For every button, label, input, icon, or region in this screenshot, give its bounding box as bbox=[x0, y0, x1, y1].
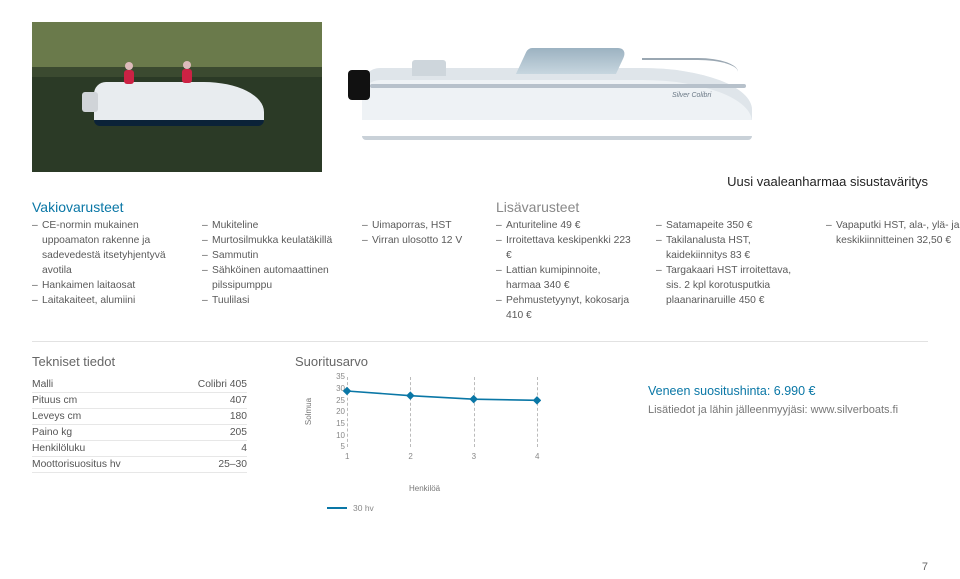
legend-label: 30 hv bbox=[353, 503, 374, 513]
equipment-column: Anturiteline 49 €Irroitettava keskipenkk… bbox=[496, 219, 636, 323]
equipment-item: Anturiteline 49 € bbox=[496, 219, 636, 234]
price-text: Veneen suositushinta: 6.990 € bbox=[648, 384, 928, 398]
equipment-item: Virran ulosotto 12 V bbox=[362, 234, 470, 249]
chart-legend: 30 hv bbox=[327, 503, 555, 513]
equipment-column: Vapaputki HST, ala-, ylä- ja keskikiinni… bbox=[826, 219, 960, 323]
tech-row: MalliColibri 405 bbox=[32, 377, 247, 393]
equipment-item: CE-normin mukainen uppoamaton rakenne ja… bbox=[32, 219, 182, 279]
equipment-column: MukitelineMurtosilmukka keulatäkilläSamm… bbox=[202, 219, 342, 309]
chart-line bbox=[331, 377, 541, 457]
equipment-item: Laitakaiteet, alumiini bbox=[32, 294, 182, 309]
standard-equipment-block: Vakiovarusteet CE-normin mukainen uppoam… bbox=[32, 195, 470, 323]
equipment-item: Uimaporras, HST bbox=[362, 219, 470, 234]
equipment-item: Targakaari HST irroitettava, sis. 2 kpl … bbox=[656, 264, 806, 309]
tech-heading: Tekniset tiedot bbox=[32, 354, 247, 369]
tagline-text: Uusi vaaleanharmaa sisustaväritys bbox=[727, 174, 928, 189]
tech-row: Leveys cm180 bbox=[32, 409, 247, 425]
tech-row: Paino kg205 bbox=[32, 425, 247, 441]
equipment-item: Vapaputki HST, ala-, ylä- ja keskikiinni… bbox=[826, 219, 960, 249]
tech-row: Moottorisuositus hv25–30 bbox=[32, 457, 247, 473]
chart-ylabel: Solmua bbox=[304, 398, 313, 425]
equipment-column: CE-normin mukainen uppoamaton rakenne ja… bbox=[32, 219, 182, 309]
equipment-item: Sähköinen automaattinen pilssipumppu bbox=[202, 264, 342, 294]
price-info-block: Veneen suositushinta: 6.990 € Lisätiedot… bbox=[648, 354, 928, 416]
equipment-item: Murtosilmukka keulatäkillä bbox=[202, 234, 342, 249]
equipment-column: Uimaporras, HSTVirran ulosotto 12 V bbox=[362, 219, 470, 309]
more-info-text: Lisätiedot ja lähin jälleenmyyjäsi: www.… bbox=[648, 404, 928, 416]
boat-render-badge: Silver Colibri bbox=[672, 92, 711, 99]
equipment-column: Satamapeite 350 €Takilanalusta HST, kaid… bbox=[656, 219, 806, 323]
technical-specs-block: Tekniset tiedot MalliColibri 405Pituus c… bbox=[32, 354, 247, 473]
equipment-item: Hankaimen laitaosat bbox=[32, 279, 182, 294]
equipment-item: Satamapeite 350 € bbox=[656, 219, 806, 234]
equipment-item: Mukiteline bbox=[202, 219, 342, 234]
legend-swatch bbox=[327, 507, 347, 509]
perf-heading: Suoritusarvo bbox=[295, 354, 555, 369]
chart-xlabel: Henkilöä bbox=[409, 484, 440, 493]
optional-equipment-block: Lisävarusteet Anturiteline 49 €Irroitett… bbox=[496, 195, 960, 323]
boat-render: Silver Colibri bbox=[342, 8, 772, 178]
equipment-item: Lattian kumipinnoite, harmaa 340 € bbox=[496, 264, 636, 294]
equipment-item: Sammutin bbox=[202, 249, 342, 264]
divider bbox=[32, 341, 928, 342]
equipment-item: Tuulilasi bbox=[202, 294, 342, 309]
performance-chart: Solmua 51015202530351234 Henkilöä bbox=[315, 377, 535, 477]
optional-heading: Lisävarusteet bbox=[496, 199, 960, 215]
tech-table: MalliColibri 405Pituus cm407Leveys cm180… bbox=[32, 377, 247, 473]
tech-row: Henkilöluku4 bbox=[32, 441, 247, 457]
equipment-item: Takilanalusta HST, kaidekiinnitys 83 € bbox=[656, 234, 806, 264]
lifestyle-photo bbox=[32, 22, 322, 172]
page-number: 7 bbox=[922, 561, 928, 573]
hero-images: Silver Colibri Uusi vaaleanharmaa sisust… bbox=[32, 16, 928, 191]
standard-heading: Vakiovarusteet bbox=[32, 199, 470, 215]
equipment-item: Irroitettava keskipenkki 223 € bbox=[496, 234, 636, 264]
equipment-item: Pehmustetyynyt, kokosarja 410 € bbox=[496, 294, 636, 324]
tech-row: Pituus cm407 bbox=[32, 393, 247, 409]
performance-block: Suoritusarvo Solmua 51015202530351234 He… bbox=[295, 354, 555, 513]
